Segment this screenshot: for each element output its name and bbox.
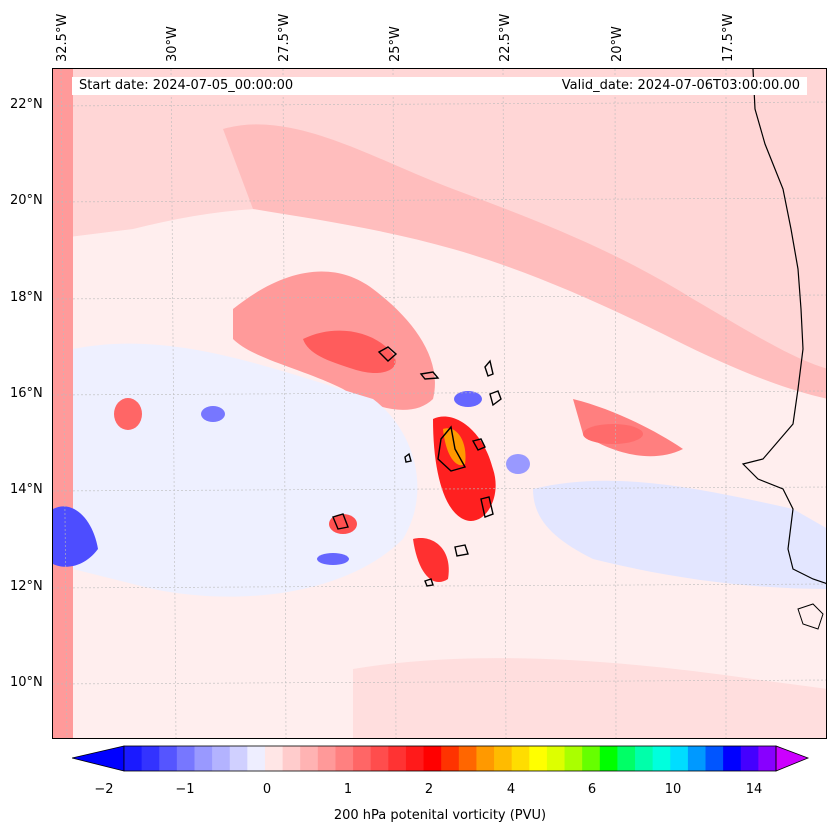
pv-red-blob-2 bbox=[583, 424, 643, 444]
pv-blue-blob-2 bbox=[506, 454, 530, 474]
lon-label-30w: 30°W bbox=[165, 26, 180, 62]
lat-label-14n: 14°N bbox=[10, 482, 43, 497]
lon-label-20w: 20°W bbox=[610, 26, 625, 62]
colorbar-segment bbox=[617, 746, 636, 771]
colorbar-segment bbox=[335, 746, 354, 771]
pv-west-edge bbox=[53, 69, 73, 738]
date-info-bar: Start date: 2024-07-05_00:00:00 Valid_da… bbox=[72, 77, 807, 95]
colorbar-segment bbox=[740, 746, 759, 771]
colorbar-segment bbox=[723, 746, 742, 771]
colorbar-segment bbox=[141, 746, 160, 771]
colorbar-tick: 2 bbox=[424, 782, 434, 797]
colorbar-segment bbox=[529, 746, 548, 771]
colorbar bbox=[72, 745, 810, 772]
colorbar-segment bbox=[282, 746, 301, 771]
colorbar-label: 200 hPa potenital vorticity (PVU) bbox=[333, 808, 547, 823]
colorbar-segment bbox=[159, 746, 178, 771]
colorbar-segment bbox=[423, 746, 442, 771]
colorbar-tick: 10 bbox=[664, 782, 682, 797]
colorbar-segment bbox=[546, 746, 566, 771]
colorbar-segment bbox=[476, 746, 495, 771]
lon-label-22-5w: 22.5°W bbox=[498, 13, 513, 62]
colorbar-segment bbox=[317, 746, 336, 771]
colorbar-segment bbox=[264, 746, 284, 771]
colorbar-segment bbox=[564, 746, 583, 771]
colorbar-tick: −1 bbox=[175, 782, 195, 797]
graticule bbox=[53, 69, 826, 738]
africa-coast-islands bbox=[797, 603, 824, 630]
africa-coastline bbox=[741, 69, 826, 584]
pv-cell-south bbox=[413, 538, 449, 583]
pv-low-bottom bbox=[353, 658, 826, 738]
colorbar-segment bbox=[124, 746, 143, 771]
colorbar-segment bbox=[176, 746, 195, 771]
lat-label-20n: 20°N bbox=[10, 193, 43, 208]
colorbar-tick: 4 bbox=[506, 782, 516, 797]
colorbar-segment bbox=[388, 746, 407, 771]
colorbar-segment bbox=[599, 746, 618, 771]
colorbar-tick: 6 bbox=[587, 782, 597, 797]
colorbar-extend-high bbox=[775, 745, 810, 772]
pv-low-south bbox=[73, 343, 418, 597]
lat-label-16n: 16°N bbox=[10, 386, 43, 401]
colorbar-segment bbox=[758, 746, 777, 771]
lon-label-17-5w: 17.5°W bbox=[721, 13, 736, 62]
colorbar-segment bbox=[705, 746, 724, 771]
pv-band-stream bbox=[223, 124, 826, 399]
colorbar-tick: −2 bbox=[94, 782, 114, 797]
lat-label-18n: 18°N bbox=[10, 290, 43, 305]
pv-blue-blob-1 bbox=[454, 391, 482, 407]
colorbar-segment bbox=[458, 746, 477, 771]
pv-core-trough bbox=[303, 330, 396, 374]
pv-low-southeast bbox=[533, 480, 826, 589]
colorbar-segment bbox=[687, 746, 707, 771]
colorbar-segment bbox=[229, 746, 248, 771]
colorbar-segment bbox=[441, 746, 460, 771]
colorbar-segment bbox=[212, 746, 231, 771]
pv-west-blue bbox=[53, 506, 98, 567]
colorbar-tick: 0 bbox=[262, 782, 272, 797]
colorbar-tick: 1 bbox=[343, 782, 353, 797]
lat-label-22n: 22°N bbox=[10, 97, 43, 112]
pv-field-map bbox=[53, 69, 826, 738]
pv-red-blob-3 bbox=[329, 514, 357, 534]
colorbar-segment bbox=[194, 746, 213, 771]
colorbar-segment bbox=[405, 746, 425, 771]
map-panel bbox=[52, 68, 827, 739]
colorbar-segment bbox=[370, 746, 389, 771]
colorbar-segment bbox=[494, 746, 513, 771]
lat-label-10n: 10°N bbox=[10, 675, 43, 690]
lon-label-25w: 25°W bbox=[388, 26, 403, 62]
valid-date-text: Valid_date: 2024-07-06T03:00:00.00 bbox=[561, 78, 800, 93]
lon-label-27-5w: 27.5°W bbox=[277, 13, 292, 62]
cape-verde-islands bbox=[332, 346, 502, 587]
colorbar-segment bbox=[511, 746, 530, 771]
colorbar-segment bbox=[635, 746, 654, 771]
colorbar-segment bbox=[247, 746, 266, 771]
colorbar-segment bbox=[300, 746, 319, 771]
pv-blue-blob-3 bbox=[317, 553, 349, 565]
colorbar-extend-low bbox=[72, 745, 125, 772]
colorbar-border bbox=[123, 745, 777, 772]
colorbar-tick: 14 bbox=[745, 782, 763, 797]
colorbar-segment bbox=[353, 746, 372, 771]
pv-red-blob-1 bbox=[114, 398, 142, 430]
colorbar-segment bbox=[670, 746, 689, 771]
lon-label-32-5w: 32.5°W bbox=[55, 13, 70, 62]
colorbar-segment bbox=[652, 746, 671, 771]
lat-label-12n: 12°N bbox=[10, 579, 43, 594]
colorbar-segment bbox=[582, 746, 601, 771]
start-date-text: Start date: 2024-07-05_00:00:00 bbox=[79, 78, 294, 93]
pv-blue-blob-4 bbox=[201, 406, 225, 422]
